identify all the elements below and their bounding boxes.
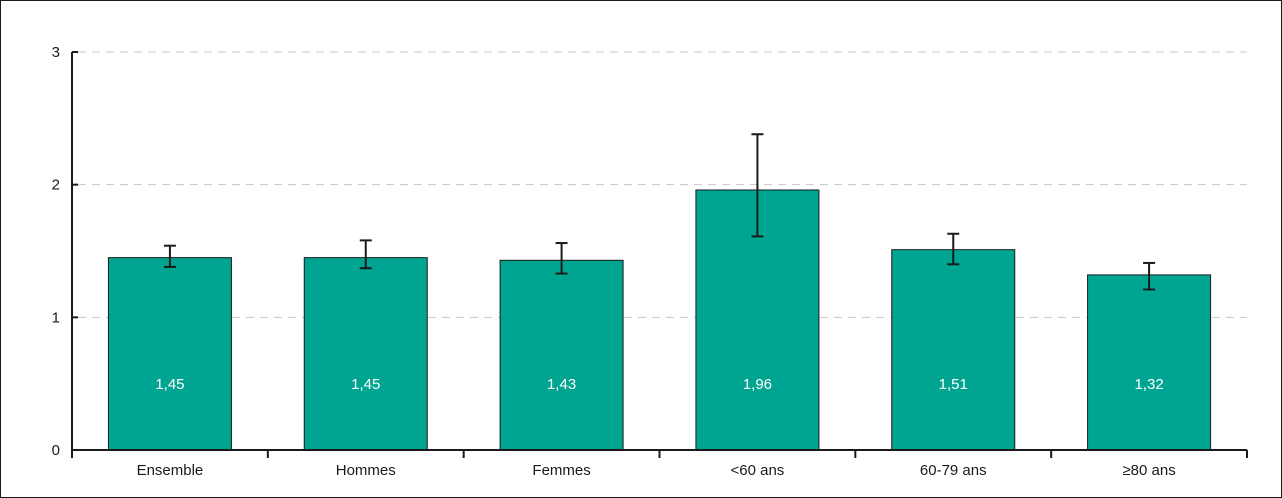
data-label-2: 1,43 — [547, 376, 576, 393]
y-tick-label-3: 3 — [52, 44, 60, 61]
bar-2 — [499, 259, 624, 451]
bar-4 — [891, 249, 1016, 451]
bar-0 — [107, 257, 232, 451]
x-tick-label-4: 60-79 ans — [920, 462, 987, 479]
data-label-0: 1,45 — [155, 376, 184, 393]
x-tick-label-5: ≥80 ans — [1122, 462, 1175, 479]
grid-lines — [78, 51, 1247, 318]
bars — [107, 189, 1212, 451]
data-label-3: 1,96 — [743, 376, 772, 393]
y-tick-label-1: 1 — [52, 309, 60, 326]
x-tick-label-1: Hommes — [336, 462, 396, 479]
y-tick-label-2: 2 — [52, 177, 60, 194]
x-tick-label-3: <60 ans — [731, 462, 785, 479]
data-label-5: 1,32 — [1134, 376, 1163, 393]
x-tick-label-2: Femmes — [532, 462, 590, 479]
x-tick-label-0: Ensemble — [137, 462, 204, 479]
error-bar-4 — [947, 232, 960, 266]
error-bar-3 — [751, 133, 764, 238]
data-label-4: 1,51 — [939, 376, 968, 393]
error-bar-2 — [555, 242, 568, 275]
error-bar-1 — [359, 239, 372, 270]
y-tick-label-0: 0 — [52, 442, 60, 459]
bar-5 — [1087, 274, 1212, 451]
data-label-1: 1,45 — [351, 376, 380, 393]
bar-1 — [303, 257, 428, 451]
error-bar-5 — [1143, 261, 1156, 291]
labels: 1,45 1,45 1,43 1,96 1,51 1,32 0 1 2 3 Ensemble Homm… — [52, 44, 1176, 479]
error-bars — [163, 133, 1156, 291]
axes — [71, 51, 1248, 458]
error-bar-0 — [163, 244, 176, 268]
